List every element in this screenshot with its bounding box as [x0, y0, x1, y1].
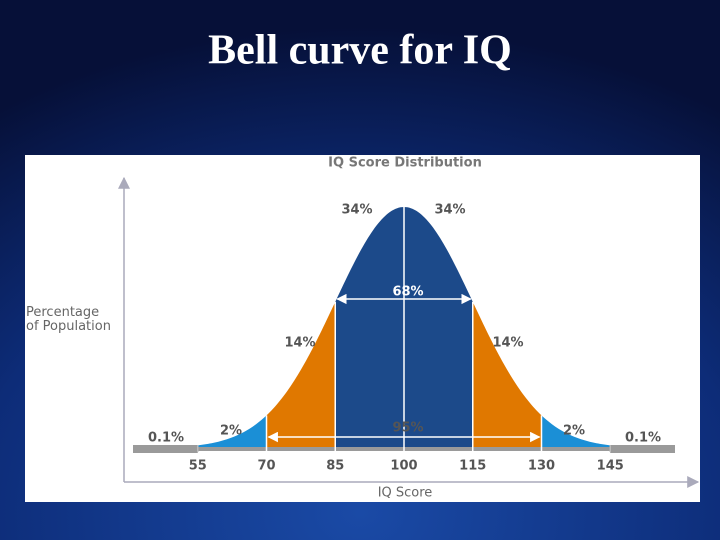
tail-bar — [610, 445, 675, 453]
curve-segment — [472, 301, 542, 448]
segment-label: 34% — [434, 203, 465, 218]
x-tick-label: 100 — [390, 459, 417, 474]
segment-label: 2% — [563, 424, 585, 439]
x-tick-label: 70 — [257, 459, 275, 474]
x-tick-label: 145 — [597, 459, 624, 474]
x-axis-label: IQ Score — [378, 486, 433, 501]
curve-segment — [335, 207, 404, 448]
segment-label: 14% — [492, 336, 523, 351]
tail-bar — [133, 445, 198, 453]
segment-label: 0.1% — [148, 431, 184, 446]
x-tick-label: 130 — [528, 459, 555, 474]
x-tick-label: 55 — [189, 459, 207, 474]
chart-title: IQ Score Distribution — [328, 156, 482, 171]
x-tick-label: 115 — [459, 459, 486, 474]
slide-title: Bell curve for IQ — [208, 28, 512, 74]
span-label: 95% — [392, 421, 423, 436]
curve-segment — [197, 415, 267, 448]
segment-label: 0.1% — [625, 431, 661, 446]
plot: Percentage of Population 0.1% 2% 14% 34% 34% 14… — [26, 203, 675, 474]
span-label: 68% — [392, 285, 423, 300]
curve-segment — [404, 207, 473, 448]
segment-label: 14% — [284, 336, 315, 351]
curve-segment — [266, 301, 336, 448]
x-tick-label: 85 — [326, 459, 344, 474]
segment-label: 34% — [341, 203, 372, 218]
y-axis-label: Percentage of Population — [26, 305, 111, 334]
curve-segment — [541, 415, 611, 448]
segment-label: 2% — [220, 424, 242, 439]
